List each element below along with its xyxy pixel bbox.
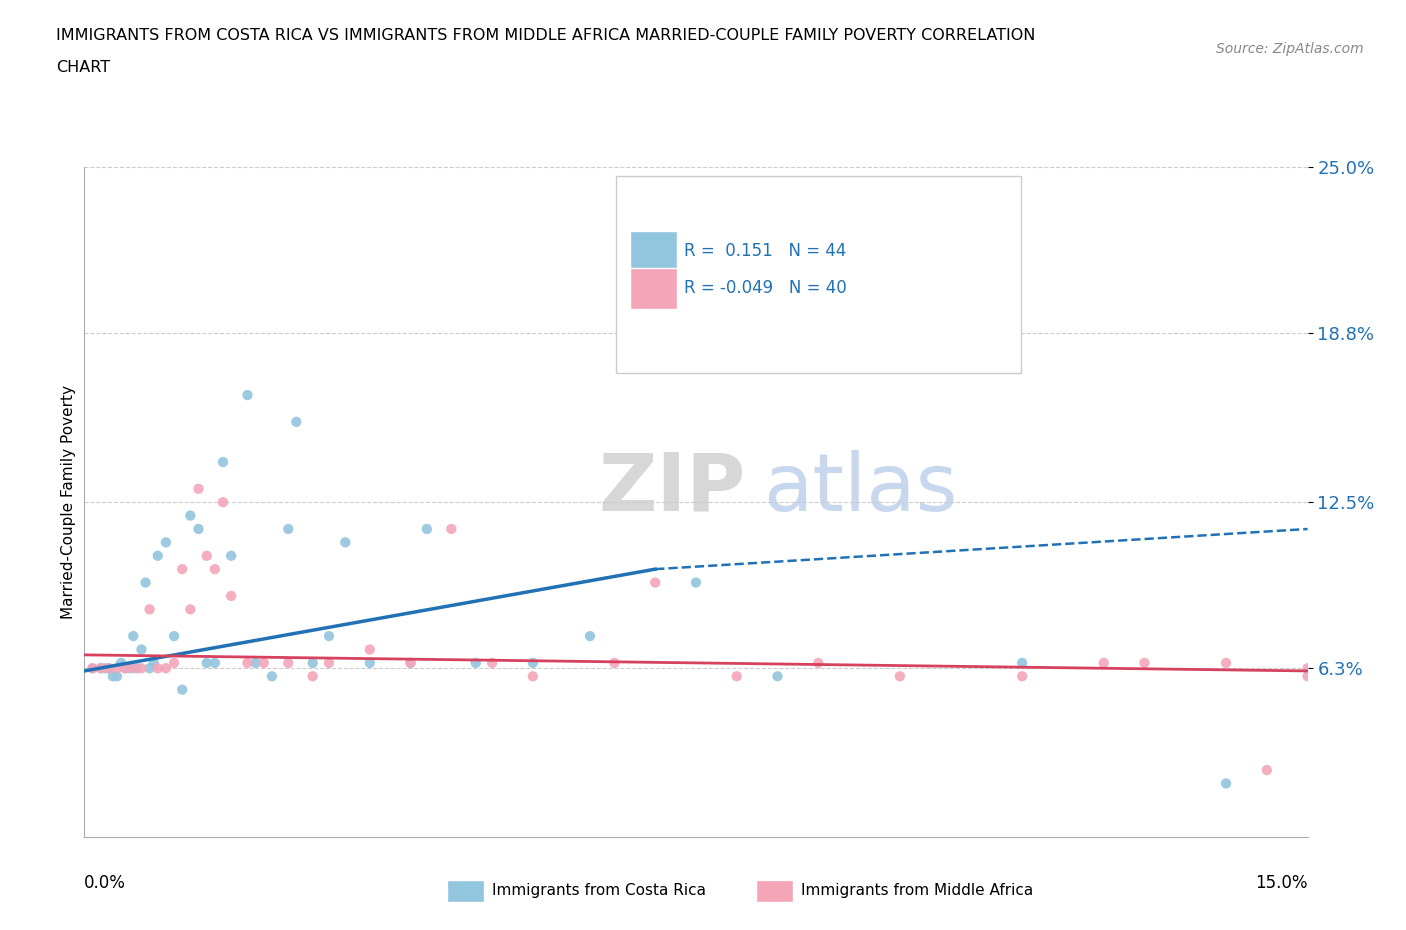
Point xyxy=(277,522,299,537)
Point xyxy=(131,642,153,657)
Point xyxy=(260,669,283,684)
Point xyxy=(122,629,145,644)
Point xyxy=(179,508,201,523)
Point xyxy=(603,656,626,671)
Point xyxy=(359,656,381,671)
Point xyxy=(97,661,120,676)
Text: atlas: atlas xyxy=(763,450,957,528)
Point xyxy=(285,415,308,430)
Point xyxy=(219,589,242,604)
Point xyxy=(1092,656,1115,671)
Point xyxy=(114,661,136,676)
Point xyxy=(82,661,104,676)
Point xyxy=(163,629,186,644)
Point xyxy=(195,656,218,671)
Point xyxy=(685,575,707,590)
Text: R = -0.049   N = 40: R = -0.049 N = 40 xyxy=(685,280,848,298)
Point xyxy=(82,661,104,676)
Point xyxy=(93,661,115,676)
Point xyxy=(1133,656,1156,671)
Point xyxy=(212,455,235,470)
Point xyxy=(318,629,340,644)
Point xyxy=(522,669,544,684)
Text: ZIP: ZIP xyxy=(598,450,745,528)
Point xyxy=(212,495,235,510)
Point xyxy=(766,669,789,684)
Point xyxy=(90,661,112,676)
Point xyxy=(155,535,177,550)
Point xyxy=(416,522,439,537)
Y-axis label: Married-Couple Family Poverty: Married-Couple Family Poverty xyxy=(60,385,76,619)
Text: IMMIGRANTS FROM COSTA RICA VS IMMIGRANTS FROM MIDDLE AFRICA MARRIED-COUPLE FAMIL: IMMIGRANTS FROM COSTA RICA VS IMMIGRANTS… xyxy=(56,28,1036,43)
Point xyxy=(277,656,299,671)
Point xyxy=(318,656,340,671)
Point xyxy=(399,656,422,671)
Point xyxy=(236,388,259,403)
Point xyxy=(127,661,149,676)
Point xyxy=(644,575,666,590)
Point xyxy=(1011,669,1033,684)
Point xyxy=(97,661,120,676)
Point xyxy=(187,522,209,537)
Point xyxy=(195,549,218,564)
Point xyxy=(131,661,153,676)
Point xyxy=(1256,763,1278,777)
Point xyxy=(105,661,128,676)
Point xyxy=(187,482,209,497)
Text: R =  0.151   N = 44: R = 0.151 N = 44 xyxy=(685,243,846,260)
Point xyxy=(481,656,503,671)
Point xyxy=(155,661,177,676)
Text: Immigrants from Middle Africa: Immigrants from Middle Africa xyxy=(801,884,1033,898)
Text: Immigrants from Costa Rica: Immigrants from Costa Rica xyxy=(492,884,706,898)
Point xyxy=(359,642,381,657)
Point xyxy=(163,656,186,671)
Point xyxy=(889,669,911,684)
Point xyxy=(110,656,132,671)
Point xyxy=(301,656,323,671)
Text: 15.0%: 15.0% xyxy=(1256,874,1308,892)
Point xyxy=(146,661,169,676)
Point xyxy=(142,656,165,671)
Point xyxy=(114,661,136,676)
Point xyxy=(138,602,160,617)
Point xyxy=(1215,656,1237,671)
Point xyxy=(399,656,422,671)
Point xyxy=(179,602,201,617)
Point xyxy=(579,629,602,644)
Point xyxy=(105,669,128,684)
Point xyxy=(90,661,112,676)
Point xyxy=(101,669,124,684)
Text: CHART: CHART xyxy=(56,60,110,75)
Point xyxy=(135,575,157,590)
Point xyxy=(440,522,463,537)
Point xyxy=(204,656,226,671)
Text: 0.0%: 0.0% xyxy=(84,874,127,892)
Point xyxy=(725,669,748,684)
Point xyxy=(1215,776,1237,790)
Point xyxy=(219,549,242,564)
Point xyxy=(253,656,276,671)
Point xyxy=(1296,669,1319,684)
Point xyxy=(335,535,357,550)
Point xyxy=(172,683,194,698)
Point xyxy=(464,656,486,671)
Point xyxy=(172,562,194,577)
Text: Source: ZipAtlas.com: Source: ZipAtlas.com xyxy=(1216,42,1364,56)
Point xyxy=(245,656,267,671)
Point xyxy=(236,656,259,671)
Point xyxy=(1011,656,1033,671)
Point xyxy=(522,656,544,671)
Point xyxy=(848,267,870,282)
Point xyxy=(807,656,830,671)
Point xyxy=(1296,661,1319,676)
Point xyxy=(118,661,141,676)
Point xyxy=(138,661,160,676)
Point xyxy=(301,669,323,684)
Point xyxy=(204,562,226,577)
Point xyxy=(122,661,145,676)
Point xyxy=(146,549,169,564)
